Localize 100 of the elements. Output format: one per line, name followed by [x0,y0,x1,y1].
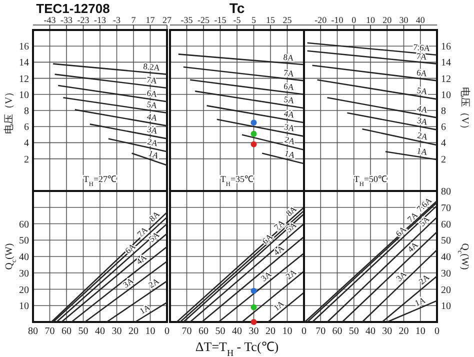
x2-tick-label: 20 [382,15,392,25]
y2-tick-label: 40 [441,252,451,263]
y-tick-label: 12 [19,74,29,85]
y2-axis-title: 电压（V） [459,86,471,134]
text: 1A [138,302,153,316]
y2-tick-label: 6 [441,122,446,134]
y-tick-label: 10 [19,301,29,312]
y2-tick-label: 12 [441,74,451,85]
y2-tick-label: 30 [441,268,451,280]
text: 7A [283,67,296,79]
x2-tick-label: -13 [94,15,106,25]
text: 8.2A [142,61,162,73]
text: 6A [394,224,409,239]
text: 4A [134,252,150,266]
x-tick-label: 20 [398,326,409,337]
x-tick-label: 60 [62,326,72,337]
x2-tick-label: 0 [352,15,357,25]
x2-tick-label: -3 [113,15,121,25]
x2-tick-label: -5 [233,15,242,25]
x-tick-label: 70 [44,326,55,337]
text: 3A [416,115,430,127]
x2-tick-label: 27 [162,15,172,25]
x2-tick-label: -43 [44,15,56,25]
y-tick-label: 60 [19,219,29,230]
y-tick-label: 2 [24,154,29,166]
y2-tick-label: 60 [441,219,451,230]
x-tick-label: 60 [198,326,208,337]
x2-tick-label: 15 [266,15,276,25]
text: 4A [283,108,296,120]
y2-tick-label: 10 [441,90,451,101]
x2-tick-label: 30 [399,15,409,25]
x2-tick-label: 17 [146,15,156,25]
x-tick-label: 60 [332,326,342,337]
x-axis-title: ΔT=T$_{H}$ - Tc(℃) [195,339,279,357]
text: 1A [416,145,429,158]
x-tick-label: 0 [302,326,306,337]
text: 7.6A [412,42,432,54]
x-tick-label: 10 [282,326,292,337]
x2-tick-label: -15 [214,15,227,25]
text: 4A [405,239,420,254]
x-tick-label: 20 [128,326,138,337]
x2-tick-label: 10 [366,15,376,25]
x-tick-label: 20 [266,326,276,337]
text: 7A [416,50,428,62]
text: 2A [416,130,430,142]
y-tick-label: 16 [19,42,29,53]
x-tick-label: 30 [248,326,259,337]
text: 8A [284,203,299,218]
text: 8A [146,208,162,224]
text: 4A [416,103,430,115]
y-tick-label: 40 [19,252,29,263]
y2-tick-label: 8 [441,106,446,117]
x2-tick-label: 7 [131,15,136,25]
y-axis-title: 电压（V） [3,86,15,134]
y2-tick-label: 50 [441,236,451,247]
y2-tick-label: 14 [441,58,451,69]
y2-tick-label: 70 [441,202,451,214]
x2-tick-label: 25 [282,15,292,25]
x-tick-label: 80 [28,326,38,337]
x2-tick-label: 5 [252,15,256,25]
y-tick-label: 4 [24,138,29,150]
text: 5A [283,94,296,106]
y2-tick-label: 2 [441,154,446,166]
x2-tick-label: -33 [60,15,73,25]
text: 6A [146,88,159,100]
x2-tick-label: 40 [416,15,426,25]
y2-tick-label: 20 [441,284,451,296]
x2-tick-label: -25 [198,15,210,25]
x-tick-label: 0 [434,326,440,337]
y-tick-label: 8 [24,106,29,117]
x-tick-label: 30 [382,326,392,337]
text: 2A [284,134,297,147]
text: 2A [146,136,160,148]
text: 3A [120,275,136,290]
x-tick-label: 50 [215,326,226,337]
x-tick-label: 40 [232,326,242,337]
text: 6A [283,80,296,92]
x2-tick-label: -20 [314,15,328,25]
x-tick-label: 50 [78,326,88,337]
text: 1A [271,298,286,313]
text: 5A [146,98,159,110]
x2-tick-label: -35 [180,15,194,25]
x-tick-label: 70 [316,326,326,337]
y2-tick-label: 4 [441,138,446,150]
text: 5A [416,84,429,97]
y-tick-label: 20 [19,284,29,296]
text: 7A [146,74,158,86]
y2-tick-label: 80 [441,186,451,198]
text: 3A [283,121,296,134]
text: 4A [146,111,160,124]
text: 2A [146,275,162,290]
series-label: 8A [282,52,296,63]
y2-tick-label: 10 [441,301,451,312]
text: 3A [258,268,274,284]
text: 1A [413,294,428,308]
chart-title: TEC1-12708 [36,1,110,16]
x-tick-label: 0 [164,326,170,337]
text: 1A [147,148,162,162]
x-tick-label: 40 [95,326,105,337]
x-tick-label: 10 [415,326,426,337]
